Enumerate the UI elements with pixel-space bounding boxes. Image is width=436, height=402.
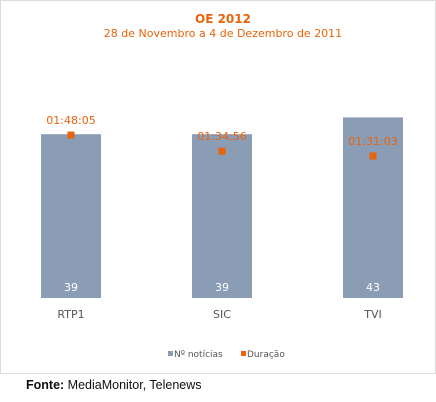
bar-value-label: 43 [366,281,380,294]
duration-marker [369,152,377,160]
category-label: TVI [363,308,382,321]
duration-label: 01:34:56 [197,130,246,143]
legend-swatch [241,351,246,356]
bar-tvi [343,117,403,299]
source-note: Fonte: MediaMonitor, Telenews [26,378,202,392]
duration-label: 01:31:03 [348,135,397,148]
bar-rtp1 [41,134,101,298]
source-text: MediaMonitor, Telenews [67,378,202,392]
chart-title: OE 2012 [195,12,251,26]
category-label: SIC [213,308,231,321]
bar-sic [192,134,252,298]
duration-marker [218,147,226,155]
legend-swatch [168,351,173,356]
legend-item-duracao: Duração [247,350,285,360]
legend-item-noticias: Nº notícias [174,350,223,360]
bar-value-label: 39 [64,281,78,294]
chart-subtitle: 28 de Novembro a 4 de Dezembro de 2011 [104,27,342,40]
source-label: Fonte: [26,378,65,392]
duration-marker [67,131,75,139]
category-label: RTP1 [57,308,84,321]
duration-label: 01:48:05 [46,114,95,127]
bar-value-label: 39 [215,281,229,294]
chart-frame: OE 2012 28 de Novembro a 4 de Dezembro d… [0,0,436,374]
chart-svg: OE 2012 28 de Novembro a 4 de Dezembro d… [41,12,403,360]
